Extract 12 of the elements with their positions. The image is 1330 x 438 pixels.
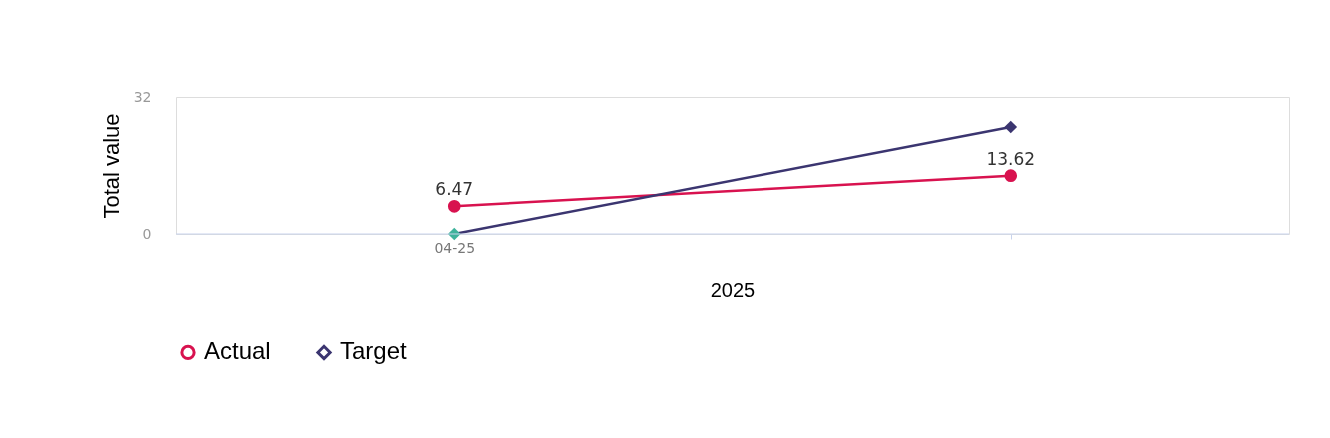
point [447, 199, 461, 213]
y-tick-label: 32 [133, 88, 152, 105]
point [1004, 169, 1018, 182]
y-tick-label: 0 [142, 225, 152, 242]
x-tick-label: 04-25 [434, 239, 476, 256]
legend-label: Actual [204, 337, 271, 365]
data-label: 6.47 [435, 179, 474, 200]
legend-label: Target [340, 337, 408, 365]
y-axis-title: Total value [98, 113, 124, 219]
x-axis-title: 2025 [710, 278, 756, 301]
point [1004, 120, 1018, 134]
data-label: 13.62 [986, 148, 1036, 169]
